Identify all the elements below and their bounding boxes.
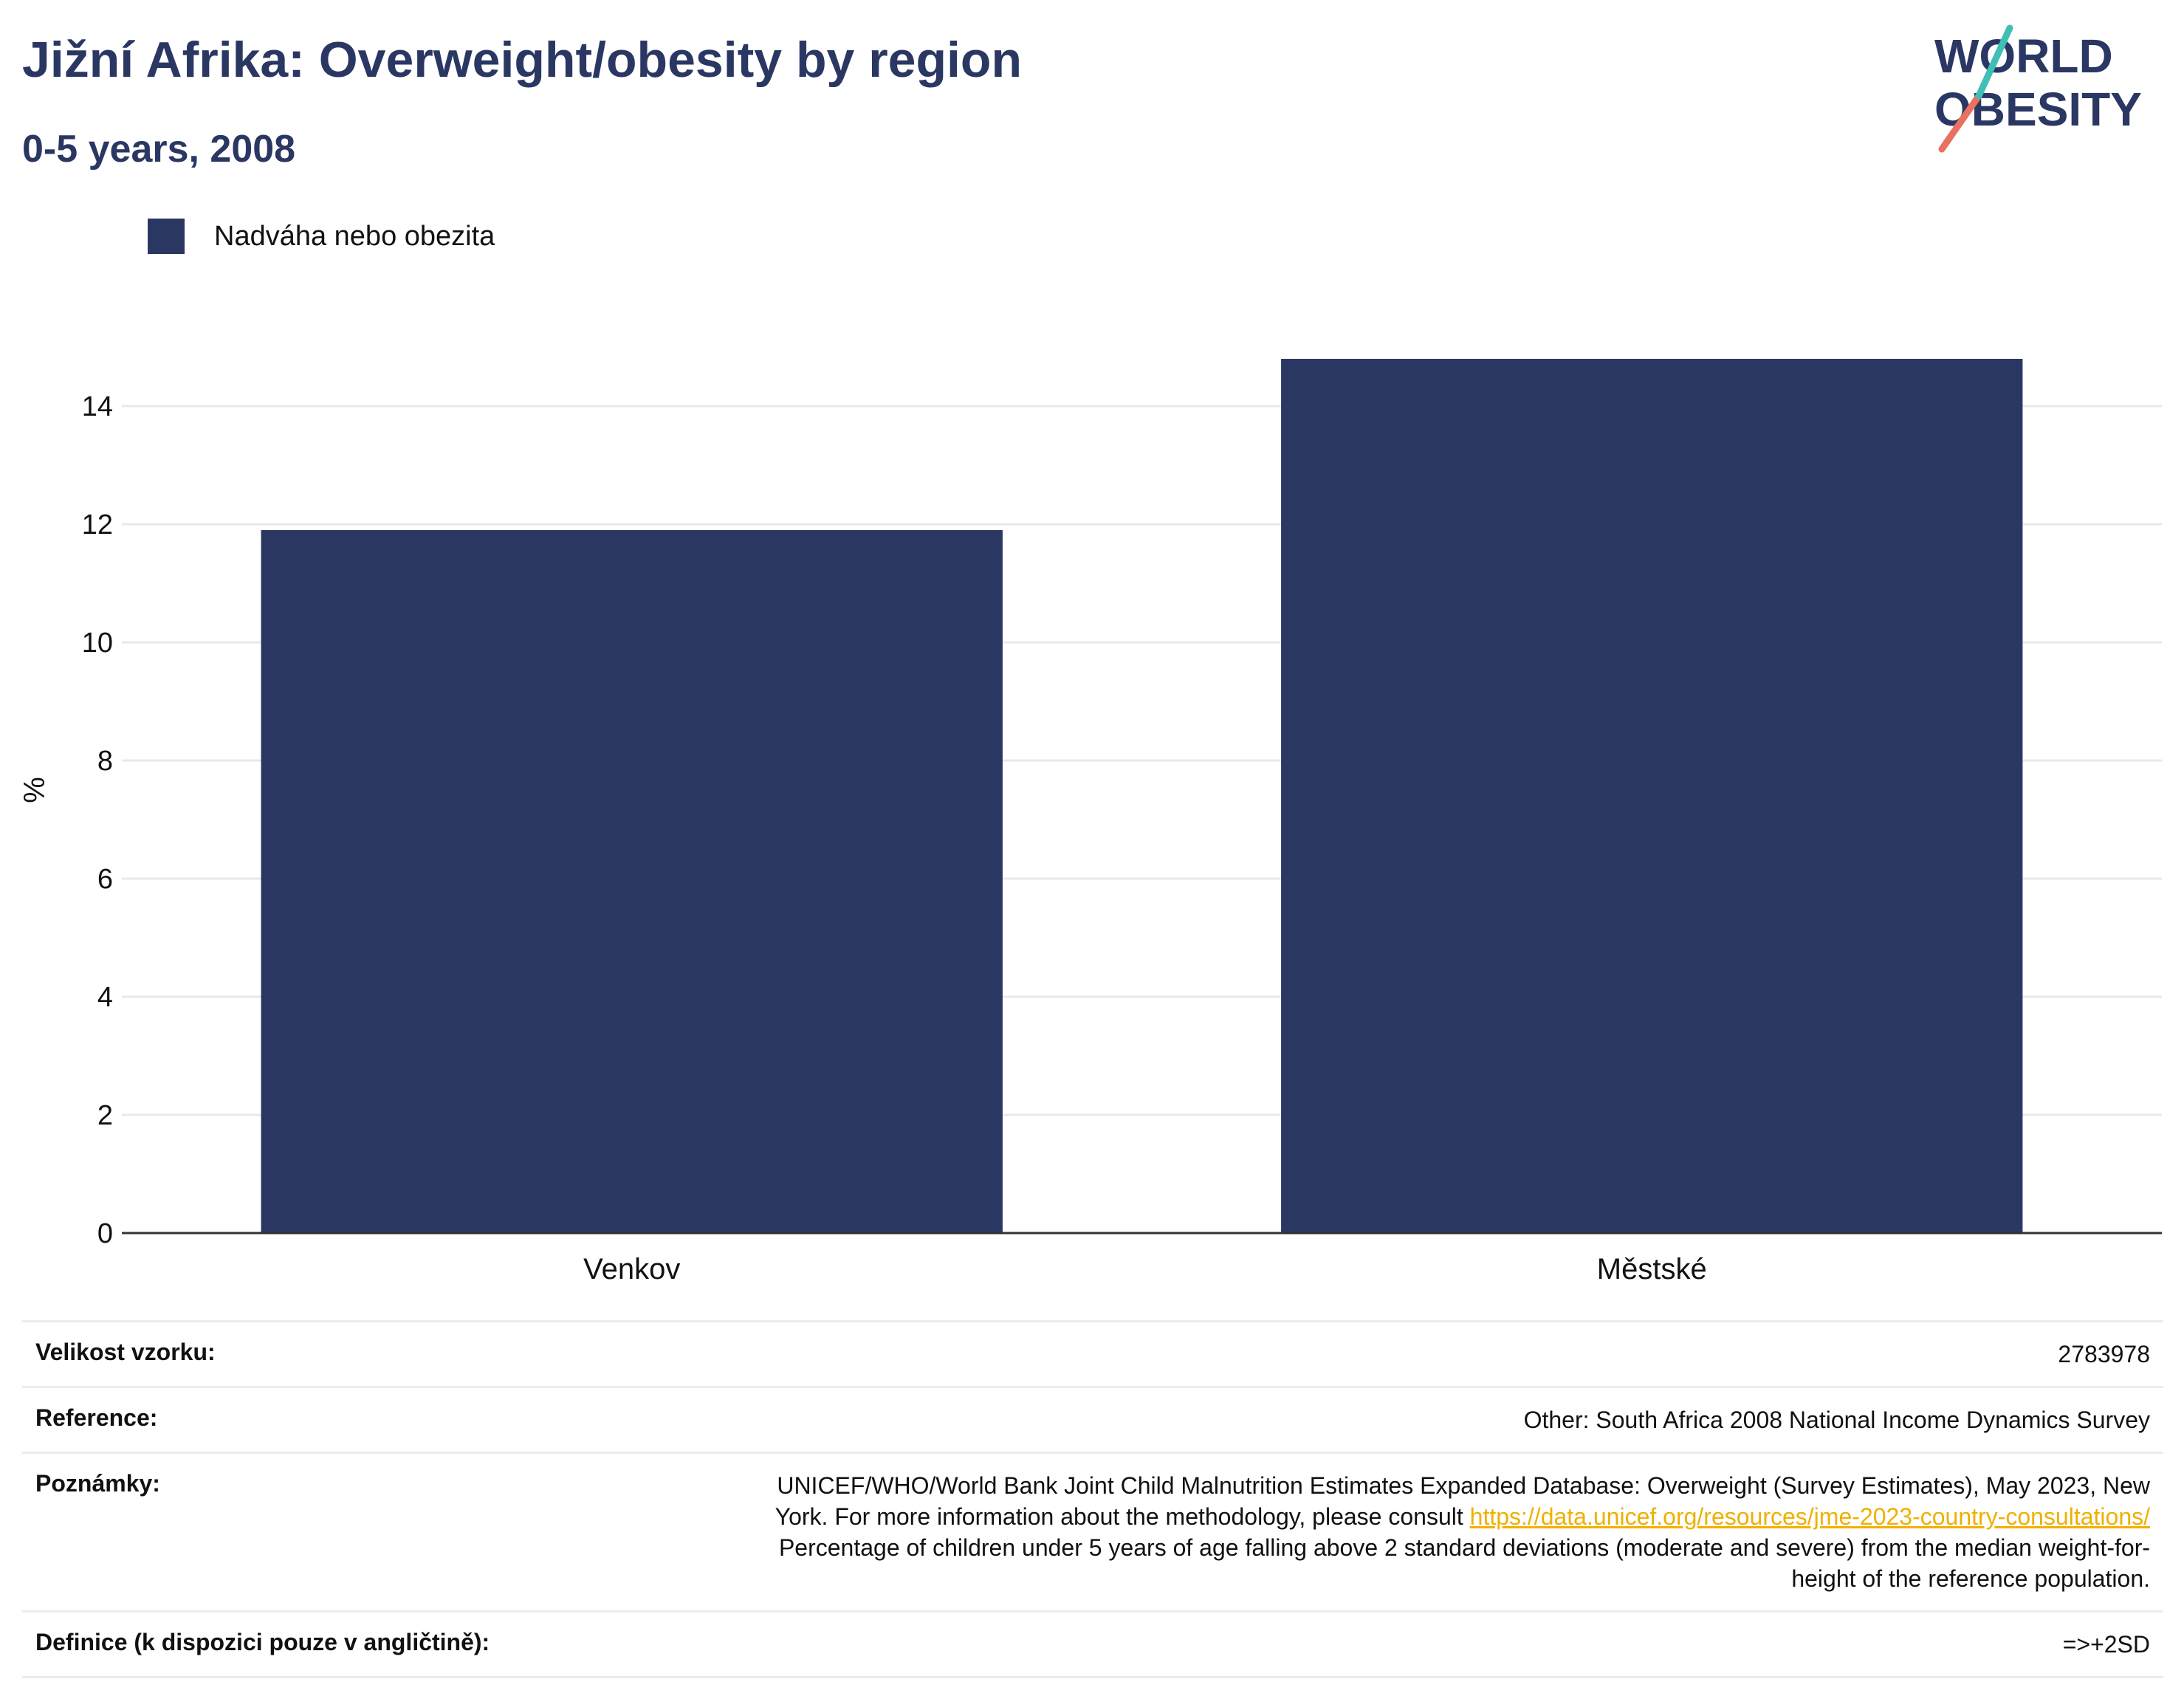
notes-line-3: Percentage of children under 5 years of … bbox=[778, 1534, 2150, 1561]
notes-label: Poznámky: bbox=[22, 1452, 580, 1613]
y-tick-label: 8 bbox=[97, 746, 113, 777]
notes-line-2-text: York. For more information about the met… bbox=[775, 1503, 1463, 1530]
info-table: Velikost vzorku: 2783978 Reference: Othe… bbox=[22, 1320, 2163, 1678]
x-tick-label: Venkov bbox=[583, 1253, 680, 1285]
y-tick-label: 14 bbox=[82, 391, 113, 422]
sample-size-label: Velikost vzorku: bbox=[22, 1320, 580, 1388]
notes-line-1: UNICEF/WHO/World Bank Joint Child Malnut… bbox=[777, 1472, 2150, 1499]
definition-label: Definice (k dispozici pouze v angličtině… bbox=[22, 1610, 580, 1678]
y-tick-label: 12 bbox=[82, 509, 113, 540]
x-tick-label: Městské bbox=[1597, 1253, 1707, 1285]
bar bbox=[261, 530, 1003, 1233]
y-tick-label: 10 bbox=[82, 628, 113, 659]
y-tick-label: 2 bbox=[97, 1100, 113, 1131]
sample-size-value: 2783978 bbox=[580, 1320, 2163, 1388]
y-axis-label: % bbox=[18, 777, 51, 803]
legend-label: Nadváha nebo obezita bbox=[214, 220, 495, 252]
y-tick-label: 4 bbox=[97, 982, 113, 1013]
bar bbox=[1281, 359, 2023, 1233]
info-row-sample: Velikost vzorku: 2783978 bbox=[22, 1320, 2163, 1388]
info-row-reference: Reference: Other: South Africa 2008 Nati… bbox=[22, 1386, 2163, 1454]
bar-chart: 0 2 4 6 8 10 12 14 Venkov Městské% bbox=[18, 359, 2162, 1285]
y-tick-label: 0 bbox=[97, 1218, 113, 1249]
y-tick-label: 6 bbox=[97, 864, 113, 895]
world-obesity-logo: WORLD OBESITY bbox=[1934, 24, 2142, 153]
chart-subtitle: 0-5 years, 2008 bbox=[22, 128, 296, 171]
reference-value: Other: South Africa 2008 National Income… bbox=[580, 1386, 2163, 1454]
info-row-notes: Poznámky: UNICEF/WHO/World Bank Joint Ch… bbox=[22, 1452, 2163, 1613]
notes-value: UNICEF/WHO/World Bank Joint Child Malnut… bbox=[580, 1452, 2163, 1613]
definition-value: =>+2SD bbox=[580, 1610, 2163, 1678]
notes-line-2: York. For more information about the met… bbox=[594, 1501, 2150, 1532]
logo-word-world: WORLD bbox=[1934, 30, 2113, 83]
legend-swatch bbox=[148, 219, 185, 254]
reference-label: Reference: bbox=[22, 1386, 580, 1454]
notes-line-4: height of the reference population. bbox=[1791, 1565, 2150, 1592]
legend: Nadváha nebo obezita bbox=[148, 219, 495, 254]
chart-title: Jižní Afrika: Overweight/obesity by regi… bbox=[22, 32, 1022, 88]
info-row-definition: Definice (k dispozici pouze v angličtině… bbox=[22, 1610, 2163, 1678]
methodology-link[interactable]: https://data.unicef.org/resources/jme-20… bbox=[1469, 1503, 2150, 1530]
